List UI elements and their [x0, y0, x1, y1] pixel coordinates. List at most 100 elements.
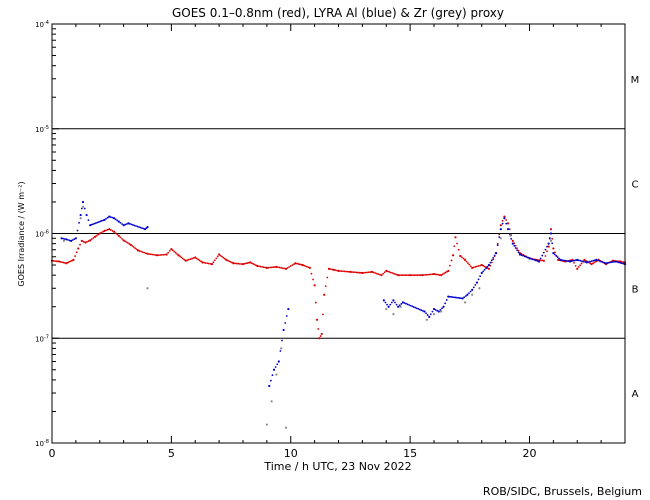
data-point — [327, 267, 331, 270]
y-axis-label: GOES Irradiance / (W m⁻²) — [17, 181, 26, 286]
series-trace-dot — [322, 313, 324, 316]
x-axis-label: Time / h UTC, 23 Nov 2022 — [263, 460, 411, 473]
series-trace-dot — [395, 303, 398, 306]
series-trace-dot — [498, 236, 501, 239]
series-trace-dot — [508, 228, 511, 231]
series-trace-dot — [389, 303, 392, 306]
data-point — [480, 263, 483, 267]
data-point — [323, 293, 326, 296]
data-point — [387, 305, 390, 308]
series-trace-dot — [136, 225, 139, 228]
series-trace-dot — [392, 272, 395, 275]
series-trace-dot — [259, 265, 262, 268]
series-trace-dot — [149, 253, 152, 256]
data-point — [461, 297, 464, 300]
series-trace-dot — [407, 274, 410, 277]
series-trace-dot — [284, 322, 287, 324]
series-trace-dot — [429, 313, 432, 316]
series-trace-dot — [167, 251, 170, 254]
series-trace-dot — [109, 229, 112, 231]
series-trace-dot — [436, 309, 439, 312]
y-tick-label: 10-7 — [35, 334, 49, 343]
series-trace-dot — [119, 221, 122, 224]
x-tick-label: 20 — [523, 447, 537, 460]
series-1 — [60, 200, 627, 388]
data-point — [576, 258, 579, 261]
series-trace-dot — [416, 274, 419, 277]
series-trace-dot — [582, 260, 585, 263]
data-point — [256, 264, 259, 268]
series-trace-dot — [465, 260, 468, 263]
series-trace-dot — [74, 255, 76, 257]
series-trace-dot — [409, 304, 412, 307]
series-trace-dot — [530, 257, 532, 260]
series-trace-dot — [352, 271, 355, 274]
series-trace-dot — [222, 256, 225, 259]
series-trace-dot — [138, 226, 140, 228]
data-point — [122, 224, 125, 227]
series-trace-dot — [106, 228, 109, 231]
data-point — [576, 267, 579, 270]
series-trace-dot — [119, 236, 122, 239]
data-point — [117, 234, 120, 237]
data-point — [361, 271, 364, 275]
series-trace-dot — [444, 271, 447, 274]
series-trace-dot — [427, 273, 429, 276]
flare-class-label-M: M — [631, 75, 640, 86]
data-point — [397, 274, 400, 277]
data-point — [471, 293, 474, 296]
data-point — [112, 217, 116, 220]
series-trace-dot — [303, 264, 306, 267]
data-point — [528, 257, 531, 260]
series-trace-dot — [430, 273, 432, 276]
series-trace-dot — [606, 262, 609, 264]
series-trace-dot — [479, 264, 482, 267]
data-point — [170, 247, 173, 251]
series-trace-dot — [434, 308, 437, 311]
data-point — [79, 217, 82, 220]
series-trace-dot — [598, 260, 601, 262]
series-trace-dot — [90, 223, 93, 226]
series-trace-dot — [121, 237, 123, 240]
series-trace-dot — [274, 366, 277, 368]
series-trace-dot — [619, 261, 622, 264]
series-trace-dot — [73, 238, 76, 241]
data-point — [287, 307, 290, 311]
data-point — [268, 384, 271, 388]
series-trace-dot — [197, 258, 200, 261]
series-trace-dot — [573, 261, 575, 264]
series-trace-dot — [564, 259, 567, 262]
series-trace-dot — [590, 260, 593, 263]
series-trace-dot — [388, 271, 391, 273]
series-trace-dot — [462, 257, 465, 260]
series-trace-dot — [567, 260, 570, 263]
series-trace-dot — [62, 261, 65, 264]
data-point — [440, 274, 443, 277]
data-point — [320, 332, 323, 336]
series-trace-dot — [594, 260, 597, 263]
series-trace-dot — [454, 296, 457, 299]
series-trace-dot — [457, 296, 460, 299]
series-trace-dot — [229, 261, 232, 263]
series-trace-dot — [579, 264, 582, 267]
series-trace-dot — [125, 223, 128, 225]
series-trace-dot — [505, 219, 508, 221]
series-trace-dot — [281, 339, 283, 342]
data-point — [165, 253, 168, 256]
x-tick-label: 15 — [403, 447, 417, 460]
series-trace-dot — [97, 221, 100, 223]
series-trace-dot — [468, 263, 471, 266]
series-trace-dot — [264, 266, 267, 269]
series-trace-dot — [620, 262, 623, 265]
series-trace-dot — [351, 271, 353, 273]
data-point — [265, 423, 268, 426]
series-trace-dot — [366, 271, 369, 274]
series-trace-dot — [289, 265, 292, 267]
data-point — [552, 251, 555, 255]
series-trace-dot — [386, 270, 389, 273]
series-trace-dot — [207, 262, 210, 265]
series-trace-dot — [483, 265, 486, 268]
series-trace-dot — [531, 258, 534, 261]
series-trace-dot — [472, 266, 475, 269]
